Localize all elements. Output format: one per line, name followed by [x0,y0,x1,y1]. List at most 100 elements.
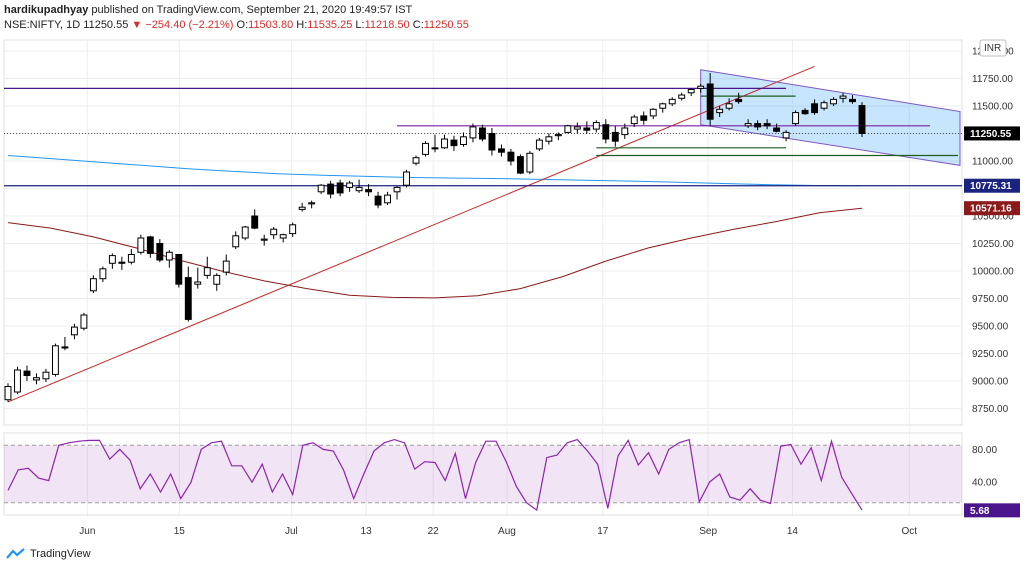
candle-body [346,182,354,188]
candle-body [52,345,59,375]
candle-body [431,147,439,150]
currency-badge-bg [979,39,1007,57]
brand-name: TradingView [30,548,91,560]
last-price-tag: 11250.55 [970,129,1012,140]
candle-body [839,95,847,99]
candle-body [754,123,762,128]
candle-body [640,115,648,121]
candle-body [697,85,705,89]
price-tick-label: 11500.00 [972,102,1013,113]
time-tick-label: 22 [428,526,440,537]
candle-body [782,131,790,139]
h-label: H: [296,19,308,31]
candle-body [317,184,325,193]
candle-body [127,254,135,263]
c-value: 11250.55 [423,19,469,31]
candle-body [545,136,553,142]
price-tick-label: 9750.00 [972,294,1009,305]
candle-body [592,122,600,130]
candle-body [327,183,335,195]
candle-body [801,109,809,115]
candle-body [649,108,657,117]
price-tick-label: 8750.00 [972,404,1009,415]
candle-body [412,157,420,164]
tradingview-logo[interactable]: TradingView [6,548,91,560]
candle-body [279,234,287,239]
candle-body [14,369,21,393]
price-tick-label: 11750.00 [972,74,1013,85]
price-tick-label: 9250.00 [972,349,1009,360]
rising-trendline [7,65,815,403]
candle-body [308,202,316,205]
rsi-band [4,445,962,503]
candle-body [564,125,572,133]
candle-body [89,278,97,292]
candle-body [763,123,771,127]
rsi-tag-bg [964,503,1020,518]
candle-body [108,255,116,264]
o-value: 11503.80 [248,19,294,31]
time-tick-label: Jun [79,526,95,537]
price-change: −254.40 (−2.21%) [145,19,234,31]
candle-body [298,206,306,210]
rsi-pane [3,432,963,516]
rsi-pane-border [3,432,963,516]
candle-body [422,142,429,155]
l-value: 11218.50 [364,19,410,31]
candle-body [156,243,164,261]
symbol[interactable]: NSE:NIFTY, 1D [4,19,81,31]
candle-body [526,152,534,173]
candle-body [374,195,382,206]
candle-body [270,228,278,236]
candle-body [118,261,126,264]
candle-body [336,182,344,194]
candle-body [687,89,695,94]
time-axis: Jun 15 Jul 13 22 Aug 17 Sep 14 Oct [79,526,917,537]
candle-body [260,238,268,241]
candle-body [479,127,486,140]
publish-info: hardikupadhyay published on TradingView.… [4,4,412,16]
candle-body [554,134,562,137]
rsi-tick-label: 40.00 [972,478,997,489]
candle-body [213,274,221,285]
candle-body [175,254,183,285]
o-label: O: [236,19,249,31]
price-tick-label: 10250.00 [972,239,1014,250]
candle-body [99,268,107,280]
price-tick-label: 10500.00 [972,212,1014,223]
price-tick-label: 10000.00 [972,267,1014,278]
candle-body [773,127,781,132]
candle-body [583,127,591,131]
time-tick-label: Sep [699,526,717,537]
candle-body [706,83,714,120]
candle-body [61,346,69,349]
time-tick-label: Aug [498,526,516,537]
candle-body [137,237,145,253]
candle-body [241,226,249,239]
time-tick-label: Oct [902,526,918,537]
candle-body [232,235,240,248]
c-label: C: [412,19,424,31]
candle-body [735,98,743,103]
published-text: published on TradingView.com, September … [91,4,413,16]
price-axis: 12000.0011750.0011500.0011250.0011000.00… [972,47,1014,489]
candle-body [469,126,477,139]
candle-body [165,251,173,261]
candle-body [289,224,297,235]
candle-body [4,386,12,401]
candle-body [70,326,78,336]
rsi-line [7,438,863,512]
publisher-name[interactable]: hardikupadhyay [4,4,89,16]
time-tick-label: 15 [174,526,186,537]
blue-ma-tag: 10775.31 [970,181,1012,192]
candle-body [744,123,752,127]
candle-body [251,215,259,229]
last-price: 11250.55 [83,19,129,31]
red-ma-tag-bg [964,201,1020,216]
candle-body [602,124,610,140]
l-label: L: [355,19,365,31]
candle-body [811,103,818,114]
time-tick-label: 14 [787,526,799,537]
falling-channel [700,69,961,166]
